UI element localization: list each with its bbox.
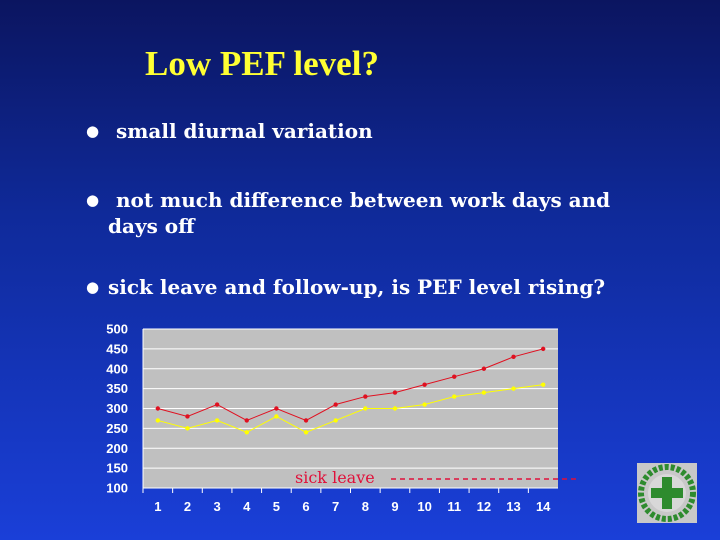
data-point [244,418,249,423]
data-point [274,414,279,419]
x-tick-label: 3 [213,499,220,514]
data-point [452,394,457,399]
data-point [214,402,220,407]
x-tick-label: 10 [417,499,431,514]
data-point [214,418,220,423]
data-point [392,390,398,395]
x-tick-label: 9 [391,499,398,514]
bullet-text-cont: days off [108,214,195,238]
x-tick-label: 12 [477,499,491,514]
x-tick-label: 5 [273,499,280,514]
y-tick-label: 300 [106,401,128,416]
cross-emblem-icon [638,464,696,522]
data-point [481,366,487,371]
y-tick-label: 200 [106,441,128,456]
data-point [155,418,161,423]
data-point [333,418,338,423]
bullet-1: ● small diurnal variation [86,118,373,144]
bullet-text: not much difference between work days an… [116,188,611,212]
data-point [244,430,249,435]
data-point [185,414,190,419]
data-point [540,382,546,387]
data-point [540,346,546,352]
y-tick-label: 100 [106,481,128,496]
y-tick-label: 500 [106,322,128,337]
series-line-1 [157,348,544,421]
bullet-icon: ● [86,278,100,296]
y-tick-label: 150 [106,461,128,476]
bullet-text: small diurnal variation [116,119,373,143]
y-tick-label: 450 [106,341,128,356]
data-point [303,430,309,435]
sick-leave-label: sick leave [295,468,375,487]
data-point [363,406,368,411]
series-line-2 [157,384,544,433]
slide-title: Low PEF level? [145,44,379,83]
data-point [422,382,427,387]
data-point [511,386,516,391]
x-tick-label: 8 [362,499,369,514]
data-point [155,406,161,411]
x-tick-label: 14 [536,499,551,514]
x-tick-label: 11 [447,499,461,514]
data-point [511,354,516,360]
data-point [481,390,487,395]
logo [637,463,697,523]
bullet-3: ● sick leave and follow-up, is PEF level… [86,274,605,300]
x-tick-label: 13 [506,499,520,514]
data-point [333,402,338,407]
x-tick-label: 1 [154,499,161,514]
data-point [392,406,398,411]
y-tick-label: 400 [106,361,128,376]
bullet-icon: ● [86,191,100,209]
data-point [303,418,309,423]
bullet-text: sick leave and follow-up, is PEF level r… [108,275,606,299]
bullet-2: ● not much difference between work days … [86,187,610,239]
data-point [274,406,279,411]
data-point [363,394,368,399]
x-tick-label: 7 [332,499,339,514]
data-point [185,426,190,431]
x-tick-label: 2 [184,499,191,514]
y-tick-label: 350 [106,381,128,396]
x-tick-label: 6 [302,499,309,514]
data-point [452,374,457,379]
bullet-icon: ● [86,122,100,140]
y-tick-label: 250 [106,421,128,436]
x-tick-label: 4 [243,499,251,514]
data-point [422,402,427,407]
